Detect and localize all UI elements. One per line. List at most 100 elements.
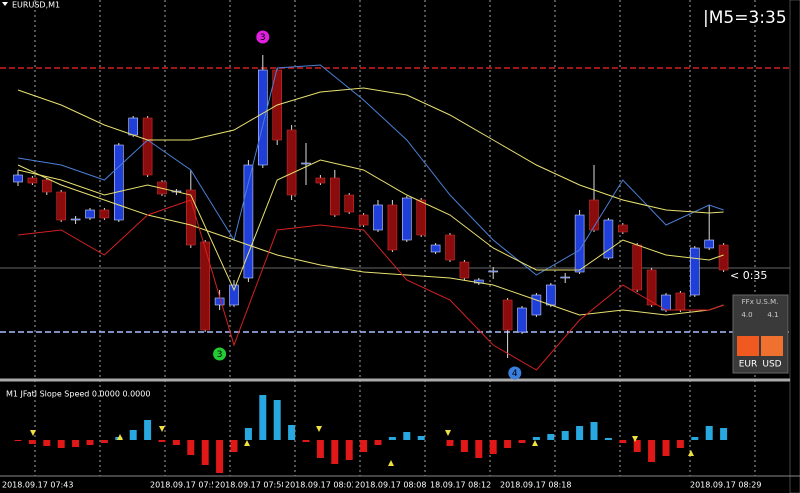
histogram-bar — [360, 440, 368, 452]
widget-title: FFx U.S.M. — [742, 298, 779, 306]
candle-body — [459, 261, 470, 279]
indicator-line — [17, 199, 724, 371]
time-label-bg — [428, 478, 502, 491]
candle-body — [315, 177, 326, 184]
candle-body — [416, 199, 427, 236]
histogram-bar — [316, 440, 324, 458]
histogram-bar — [720, 428, 728, 440]
candle-body — [27, 177, 38, 184]
histogram-bar — [345, 440, 353, 460]
histogram-bar — [561, 431, 569, 440]
candle-body — [387, 204, 398, 251]
time-grid — [34, 0, 756, 476]
candle-body — [589, 199, 599, 231]
histogram-bar — [518, 440, 526, 443]
time-label: 2018.09.17 07:58 — [215, 481, 286, 490]
histogram-bar — [273, 400, 281, 440]
price-chart: 3 3 4 — [0, 30, 790, 380]
histogram-bar — [129, 430, 137, 440]
candle-body — [445, 234, 455, 261]
histogram-bar — [604, 438, 612, 440]
candle-body — [329, 177, 340, 216]
indicator-line — [17, 164, 724, 316]
histogram-bar — [648, 440, 656, 462]
candle-body — [85, 209, 95, 219]
candle-body — [531, 294, 542, 316]
candle-body — [70, 218, 81, 221]
signal-marker — [256, 30, 270, 44]
histogram-bar — [230, 440, 238, 452]
candle-body — [488, 270, 499, 273]
candle-body — [114, 144, 124, 221]
candle-body — [41, 179, 52, 193]
widget-right: 4.1 — [767, 311, 778, 319]
histogram-bar — [302, 440, 310, 442]
histogram-bar — [705, 426, 713, 440]
histogram-bar — [201, 440, 209, 465]
signal-marker — [213, 347, 227, 361]
candle-body — [186, 189, 196, 246]
histogram-bar — [100, 440, 108, 443]
candle-body — [517, 307, 527, 333]
candle-body — [358, 214, 369, 226]
signal-marker — [508, 366, 522, 380]
time-axis: 2018.09.17 07:43 2018.09.17 07:522018.09.… — [0, 478, 762, 491]
candle-body — [243, 164, 254, 279]
time-label: 18.09.17 08:12 — [430, 481, 491, 490]
histogram-bar — [187, 440, 195, 455]
histogram-bar — [576, 426, 584, 440]
histogram-bar — [72, 440, 80, 447]
histogram-bar — [288, 425, 296, 440]
menu-arrow[interactable] — [2, 2, 8, 6]
indicator-chart — [14, 395, 728, 473]
signal-arrows — [30, 426, 694, 466]
candle-body — [229, 284, 239, 306]
histogram-bar — [590, 422, 598, 440]
candle-body — [646, 269, 657, 306]
histogram-bar — [504, 440, 512, 448]
ffx-widget: FFx U.S.M. 4.0 4.1 EUR USD — [732, 294, 789, 374]
indicator-title: M1 JFatl Slope Speed 0.0000 0.0000 — [6, 390, 150, 399]
candle-body — [718, 244, 729, 271]
time-label: 2018.09.17 07:52 — [150, 481, 221, 490]
candle-body — [704, 239, 715, 249]
time-label: 2018.09.17 08:18 — [500, 481, 571, 490]
histogram-bar — [374, 440, 382, 445]
histogram-bar — [662, 440, 670, 456]
widget-left: 4.0 — [741, 311, 752, 319]
candle-body — [373, 204, 383, 231]
widget-quote: USD — [762, 360, 781, 370]
histogram-bar — [259, 395, 267, 440]
signal-label: 3 — [217, 350, 223, 360]
signal-label: 4 — [512, 369, 518, 379]
time-label-bg — [283, 478, 357, 491]
histogram-bar — [489, 440, 497, 454]
time-label: 2018.09.17 08:08 — [355, 481, 426, 490]
candle-body — [344, 194, 355, 213]
candle-body — [502, 299, 513, 331]
window-title: EURUSD,M1 — [12, 1, 60, 10]
candle-body — [214, 297, 225, 306]
candle-body — [56, 191, 67, 221]
price-label: < 0:35 — [730, 269, 767, 282]
histogram-bar — [691, 437, 699, 440]
histogram-bar — [158, 440, 166, 442]
price-axis — [789, 0, 800, 493]
candle-body — [142, 117, 153, 176]
indicator-line — [17, 87, 724, 214]
candle-body — [286, 129, 297, 196]
histogram-bar — [403, 432, 411, 440]
candle-body — [560, 276, 571, 279]
candle-body — [430, 244, 441, 253]
timer: |M5=3:35 — [703, 8, 787, 28]
candle-body — [689, 247, 700, 296]
histogram-bar — [172, 440, 180, 445]
candle-body — [99, 209, 110, 219]
histogram-bar — [547, 434, 555, 440]
histogram-bar — [57, 440, 65, 448]
time-label: 2018.09.17 08:03 — [285, 481, 356, 490]
candle-body — [603, 219, 614, 259]
candle-body — [545, 284, 556, 306]
